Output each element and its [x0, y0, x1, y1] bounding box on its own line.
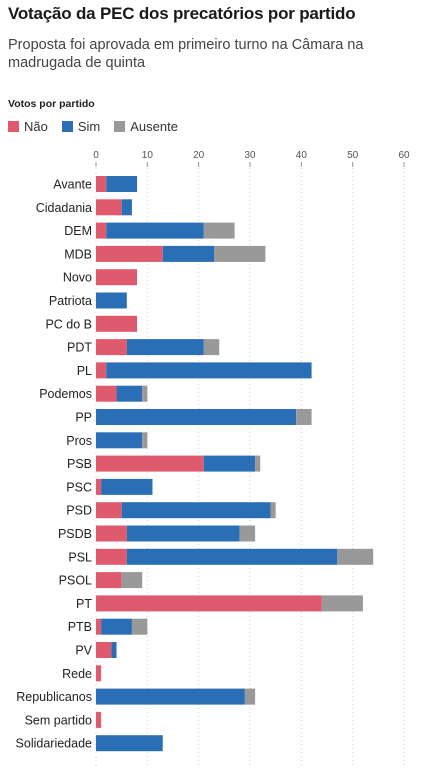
category-label: MDB — [64, 247, 92, 261]
category-label: Solidariedade — [16, 737, 92, 751]
bar-segment-ausente — [121, 572, 143, 589]
bar-segment-ausente — [203, 222, 235, 239]
category-label: PSD — [66, 504, 92, 518]
category-label: Rede — [62, 667, 92, 681]
bar-segment-sim — [162, 245, 215, 262]
chart-title: Votação da PEC dos precatórios por parti… — [8, 4, 356, 23]
legend-label-sim: Sim — [77, 119, 101, 134]
bar-segment-sim — [96, 409, 297, 425]
bar-segment-nao — [96, 502, 122, 519]
category-label: DEM — [64, 224, 92, 238]
chart-legend: Não Sim Ausente — [8, 119, 192, 134]
bar-segment-nao — [96, 222, 107, 239]
bar-segment-ausente — [255, 455, 261, 472]
bar-segment-ausente — [203, 339, 220, 356]
bar-segment-ausente — [321, 595, 363, 612]
bar-segment-sim — [106, 222, 204, 239]
x-tick-label: 30 — [244, 150, 256, 161]
category-label: Novo — [63, 271, 92, 285]
category-label: Avante — [53, 178, 92, 192]
x-tick-label: 40 — [296, 150, 308, 161]
x-tick-label: 20 — [193, 150, 205, 161]
bar-segment-nao — [96, 269, 138, 286]
bar-segment-ausente — [131, 618, 148, 635]
category-label: Pros — [66, 434, 92, 448]
bar-segment-sim — [126, 548, 338, 565]
category-label: Sem partido — [25, 713, 92, 727]
category-label: PSOL — [59, 574, 92, 588]
bar-segment-sim — [101, 618, 132, 635]
bar-segment-sim — [126, 525, 240, 542]
category-label: PDT — [67, 341, 92, 355]
votes-by-party-label: Votos por partido — [8, 98, 95, 110]
bar-segment-nao — [96, 385, 117, 402]
category-label: PT — [76, 597, 92, 611]
category-label: Podemos — [39, 387, 92, 401]
bar-segment-ausente — [337, 548, 374, 565]
bar-segment-nao — [96, 339, 127, 356]
category-label: PSL — [68, 550, 92, 564]
bar-segment-nao — [96, 711, 102, 728]
bar-segment-ausente — [244, 688, 256, 705]
bar-segment-ausente — [214, 245, 266, 262]
bar-segment-nao — [96, 665, 102, 682]
legend-swatch-ausente — [114, 121, 126, 132]
legend-item-ausente: Ausente — [114, 119, 178, 134]
bar-segment-ausente — [142, 385, 148, 402]
bar-segment-ausente — [142, 432, 148, 449]
bar-segment-sim — [116, 385, 143, 402]
bar-segment-nao — [96, 525, 127, 542]
legend-swatch-nao — [8, 121, 19, 132]
chart-subtitle: Proposta foi aprovada em primeiro turno … — [8, 37, 364, 71]
bar-segment-nao — [96, 572, 122, 589]
category-label: PSC — [66, 480, 92, 494]
bar-segment-sim — [121, 199, 132, 216]
bar-segment-sim — [96, 735, 163, 752]
category-label: PP — [75, 411, 92, 425]
legend-item-nao: Não — [8, 119, 48, 134]
bar-segment-ausente — [270, 502, 276, 519]
x-tick-label: 50 — [347, 150, 359, 161]
legend-label-nao: Não — [24, 119, 48, 134]
category-label: PTB — [68, 620, 92, 634]
bar-segment-sim — [96, 688, 245, 705]
bar-segment-nao — [96, 618, 102, 635]
bar-segment-sim — [203, 455, 256, 472]
category-label: Republicanos — [16, 690, 92, 704]
x-tick-label: 10 — [142, 150, 154, 161]
bar-segment-nao — [96, 245, 163, 262]
bar-segment-ausente — [239, 525, 256, 542]
category-label: PV — [75, 644, 92, 658]
legend-item-sim: Sim — [61, 119, 101, 134]
legend-label-ausente: Ausente — [130, 119, 178, 134]
category-label: Cidadania — [36, 201, 92, 215]
bar-segment-sim — [126, 339, 204, 356]
bar-segment-nao — [96, 478, 102, 495]
bar-segment-sim — [96, 292, 127, 309]
bar-segment-sim — [106, 176, 138, 192]
bar-segment-ausente — [296, 409, 312, 425]
category-label: PC do B — [45, 317, 92, 331]
bar-segment-sim — [106, 362, 312, 379]
bar-segment-nao — [96, 176, 107, 192]
legend-swatch-sim — [61, 121, 73, 132]
bar-segment-nao — [96, 642, 112, 658]
bar-segment-nao — [96, 455, 204, 472]
bar-segment-sim — [96, 432, 143, 449]
x-tick-label: 0 — [93, 150, 99, 161]
bar-segment-nao — [96, 362, 107, 379]
category-label: PSB — [67, 457, 92, 471]
bar-segment-nao — [96, 595, 322, 612]
bar-segment-nao — [96, 548, 127, 565]
x-tick-label: 60 — [398, 150, 410, 161]
bar-segment-sim — [121, 502, 271, 519]
bar-segment-sim — [111, 642, 117, 658]
bar-segment-nao — [96, 315, 138, 332]
bar-segment-sim — [101, 478, 153, 495]
bar-segment-nao — [96, 199, 122, 216]
category-label: Patriota — [49, 294, 92, 308]
category-label: PSDB — [58, 527, 92, 541]
category-label: PL — [77, 364, 92, 378]
